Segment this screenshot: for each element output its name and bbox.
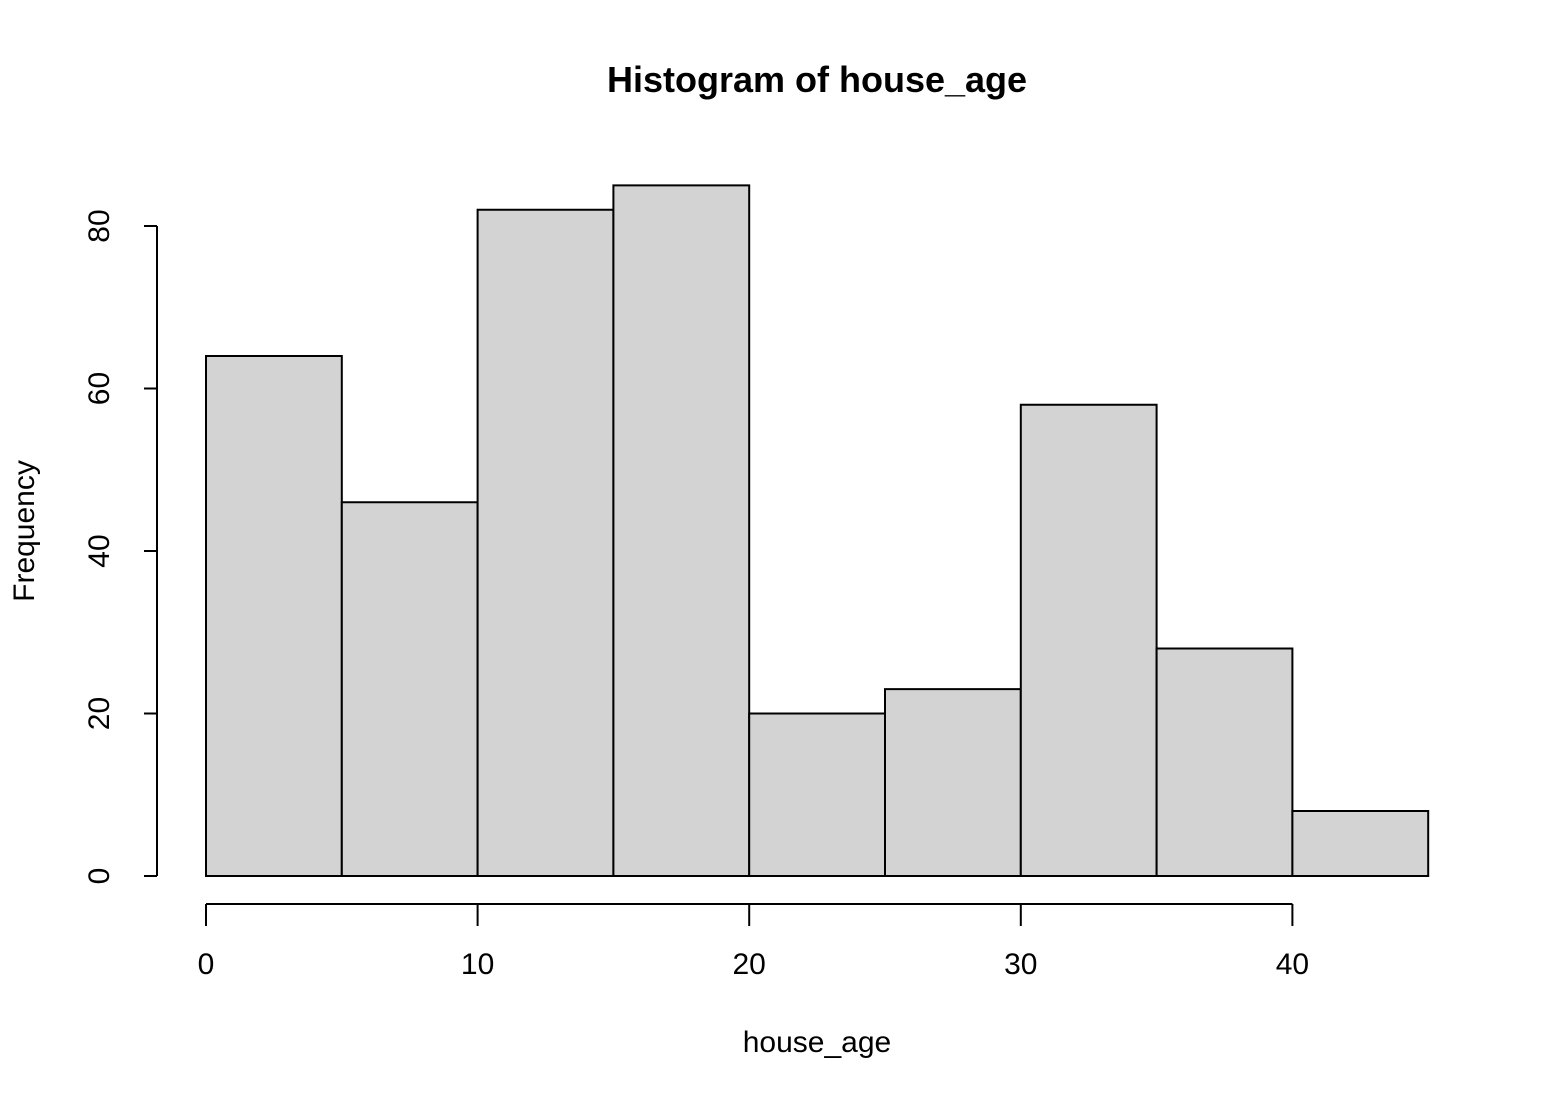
x-axis-label: house_age xyxy=(743,1026,891,1059)
y-axis-label: Frequency xyxy=(8,460,41,602)
x-tick-label: 10 xyxy=(461,948,494,981)
histogram-bar-3 xyxy=(612,184,751,877)
y-tick-label: 20 xyxy=(83,697,116,730)
bars-group xyxy=(205,184,1430,877)
x-tick-label: 40 xyxy=(1276,948,1309,981)
x-tick-label: 30 xyxy=(1004,948,1037,981)
y-tick-label: 80 xyxy=(83,209,116,242)
histogram-bar-2 xyxy=(476,208,615,877)
histogram-bar-7 xyxy=(1155,647,1294,877)
histogram-bar-8 xyxy=(1291,810,1430,877)
y-tick-label: 60 xyxy=(83,372,116,405)
y-tick-label: 40 xyxy=(83,534,116,567)
chart-title: Histogram of house_age xyxy=(607,59,1027,100)
x-tick-label: 0 xyxy=(198,948,215,981)
x-tick-label: 20 xyxy=(733,948,766,981)
y-tick-label: 0 xyxy=(83,868,116,885)
histogram-bar-5 xyxy=(884,688,1022,877)
histogram-bar-4 xyxy=(748,712,887,877)
histogram-bar-1 xyxy=(340,501,479,877)
histogram-bar-0 xyxy=(205,355,343,877)
y-axis: 0 20 40 60 80 xyxy=(83,209,158,885)
x-axis: 0 10 20 30 40 xyxy=(198,903,1309,981)
histogram-bar-6 xyxy=(1019,403,1158,877)
